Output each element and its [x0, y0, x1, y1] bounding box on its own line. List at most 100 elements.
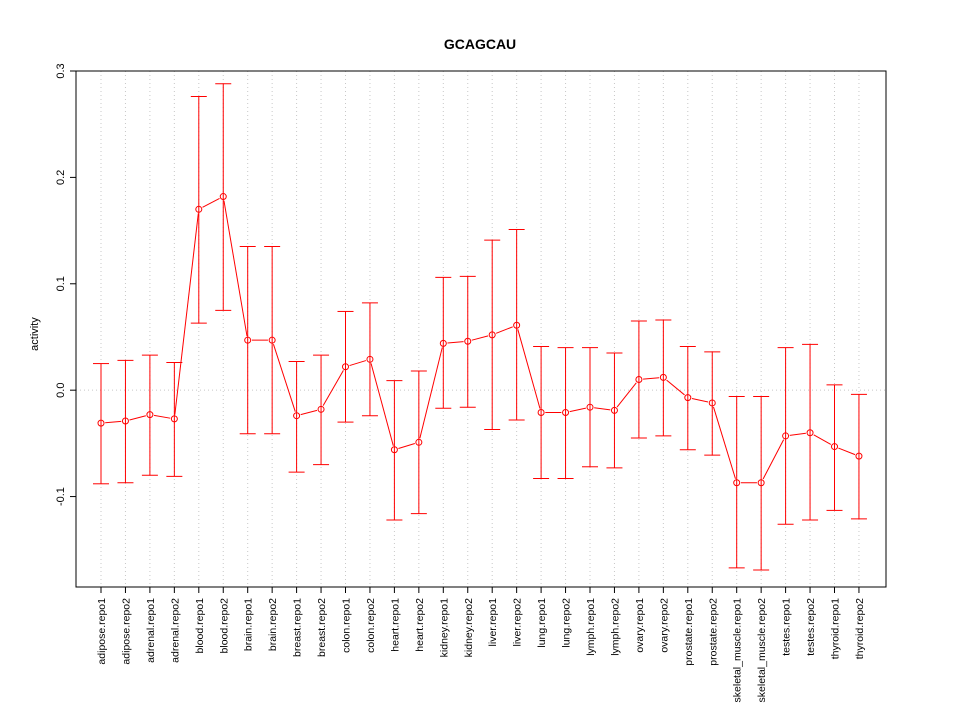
- data-point: [439, 339, 447, 347]
- series-line-segment: [398, 443, 415, 450]
- data-point: [293, 412, 301, 420]
- x-tick-label: kidney.repo1: [438, 598, 450, 658]
- series-line-segment: [789, 432, 806, 436]
- series-line-segment: [153, 414, 171, 419]
- series-line-segment: [322, 370, 344, 406]
- x-tick-label: adipose.repo2: [120, 598, 132, 665]
- series-line-segment: [223, 200, 248, 337]
- data-point: [659, 373, 667, 381]
- data-point: [244, 336, 252, 344]
- data-point: [537, 409, 545, 417]
- series-line-segment: [594, 407, 611, 411]
- series-line-segment: [762, 439, 785, 480]
- data-point: [610, 406, 618, 414]
- x-tick-label: heart.repo2: [414, 598, 426, 652]
- data-point: [464, 337, 472, 345]
- series-line-segment: [202, 198, 220, 208]
- x-tick-label: adrenal.repo2: [169, 598, 181, 663]
- series-line-segment: [370, 363, 394, 446]
- x-tick-label: heart.repo1: [389, 598, 401, 652]
- data-point: [268, 336, 276, 344]
- y-axis-label: activity: [29, 317, 41, 351]
- data-points: [97, 193, 863, 487]
- series-line-segment: [419, 347, 443, 439]
- series-line-segment: [616, 382, 637, 408]
- axes: -0.1 0.0 0.1 0.2 0.3 adipose.repo1 adipose.rep…: [55, 63, 866, 702]
- series-line-segment: [495, 326, 513, 334]
- data-point: [708, 399, 716, 407]
- x-tick-label: blood.repo1: [194, 598, 206, 654]
- data-point: [342, 363, 349, 371]
- data-point: [195, 205, 203, 213]
- x-tick-label: breast.repo1: [292, 598, 304, 657]
- data-point: [733, 479, 741, 487]
- x-tick-label: lymph.repo2: [609, 598, 621, 656]
- x-tick-label: colon.repo2: [365, 598, 377, 653]
- x-tick-label: adrenal.repo1: [145, 598, 157, 663]
- data-point: [562, 409, 570, 417]
- x-tick-label: adipose.repo1: [96, 598, 108, 665]
- x-tick-label: testes.repo2: [805, 598, 817, 656]
- data-point: [806, 429, 814, 437]
- series-line-segment: [643, 377, 660, 380]
- y-tick-label: -0.1: [55, 487, 67, 506]
- x-tick-label: prostate.repo2: [707, 598, 719, 666]
- data-point: [219, 193, 227, 201]
- series-line-segment: [447, 341, 464, 344]
- x-tick-label: ovary.repo1: [634, 598, 646, 653]
- y-tick-label: 0.3: [55, 63, 67, 78]
- error-bars: [93, 83, 867, 571]
- data-point: [121, 417, 129, 425]
- data-point: [831, 443, 838, 451]
- data-point: [684, 394, 692, 402]
- x-tick-label: ovary.repo2: [658, 598, 670, 653]
- series-line-segment: [349, 360, 367, 367]
- series-line-segment: [272, 344, 296, 412]
- series-line-segment: [813, 434, 832, 445]
- grid: [76, 71, 886, 587]
- x-tick-label: prostate.repo1: [683, 598, 695, 666]
- chart-title: GCAGCAU: [444, 36, 516, 52]
- y-tick-label: 0.2: [55, 170, 67, 185]
- x-tick-label: colon.repo1: [341, 598, 353, 653]
- data-point: [635, 376, 643, 384]
- data-point: [757, 479, 765, 487]
- data-point: [366, 355, 374, 363]
- series-line-segment: [666, 379, 685, 396]
- y-tick-label: 0.0: [55, 383, 67, 398]
- x-tick-label: liver.repo1: [487, 598, 499, 647]
- x-tick-label: lung.repo2: [561, 598, 573, 648]
- series-line-segment: [713, 406, 736, 479]
- data-point: [586, 403, 594, 411]
- x-tick-label: kidney.repo2: [463, 598, 475, 658]
- x-tick-label: thyroid.repo1: [830, 598, 842, 659]
- data-point: [390, 446, 398, 454]
- series-line-segment: [691, 398, 709, 403]
- data-point: [97, 419, 105, 427]
- x-tick-label: brain.repo1: [243, 598, 255, 651]
- x-tick-label: liver.repo2: [512, 598, 524, 647]
- y-tick-label: 0.1: [55, 276, 67, 291]
- series-line-segment: [129, 415, 146, 421]
- data-point: [170, 415, 178, 423]
- x-tick-label: skeletal_muscle.repo1: [732, 598, 744, 703]
- series-line-segment: [300, 409, 318, 416]
- data-point: [317, 405, 325, 413]
- series-line-segment: [471, 335, 489, 341]
- x-tick-label: lymph.repo1: [585, 598, 597, 656]
- x-tick-label: thyroid.repo2: [854, 598, 866, 659]
- x-tick-label: skeletal_muscle.repo2: [756, 598, 768, 703]
- series-line-segment: [517, 329, 541, 409]
- data-point: [855, 452, 863, 460]
- x-tick-label: blood.repo2: [218, 598, 230, 654]
- series-line-segment: [174, 213, 199, 415]
- data-point: [146, 411, 154, 419]
- series-line-segment: [569, 407, 587, 413]
- x-tick-label: brain.repo2: [267, 598, 279, 651]
- series-line-segment: [838, 447, 856, 456]
- plot-frame: [75, 70, 887, 588]
- x-tick-label: lung.repo1: [536, 598, 548, 648]
- data-point: [488, 331, 496, 339]
- data-point: [513, 321, 521, 329]
